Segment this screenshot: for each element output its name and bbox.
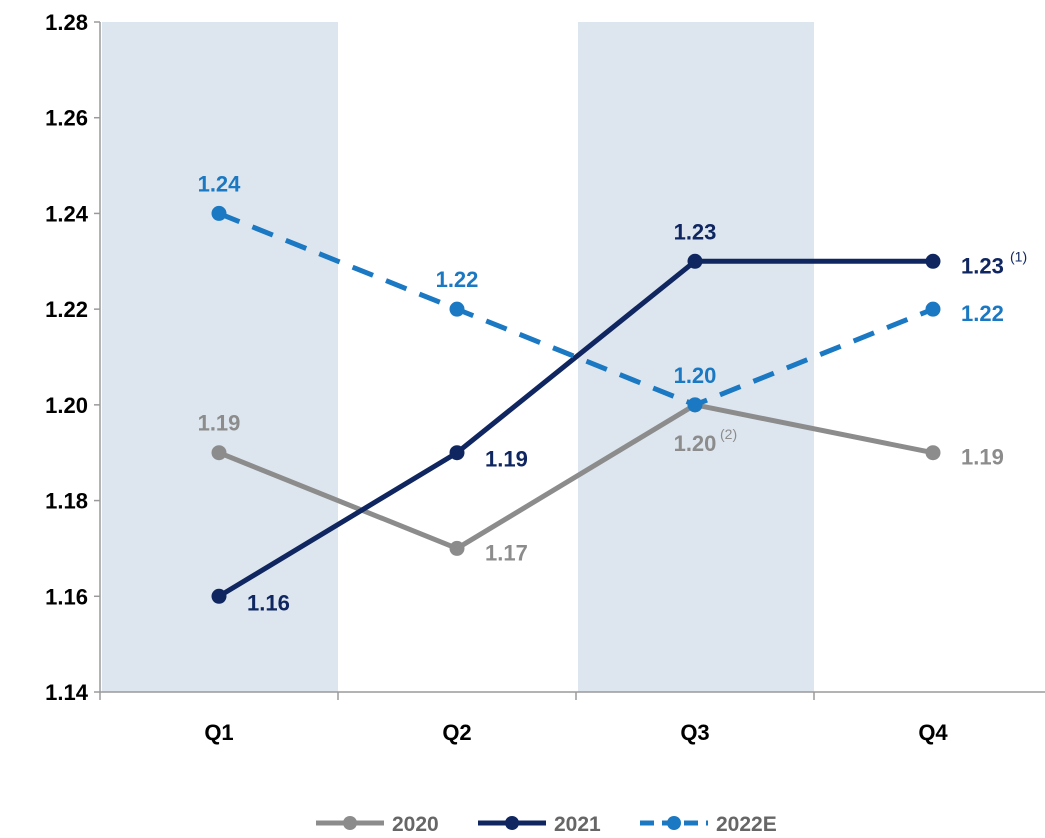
legend-swatch-marker xyxy=(505,816,519,830)
point-2021-q2 xyxy=(449,445,465,461)
legend-item-2020: 2020 xyxy=(316,813,439,836)
data-label-2021-q4: 1.23 xyxy=(961,253,1004,278)
x-tick-labels: Q1 Q2 Q3 Q4 xyxy=(204,720,948,745)
point-2020-q1 xyxy=(211,445,227,461)
series-line-2021 xyxy=(217,258,933,599)
shaded-bands xyxy=(102,22,814,692)
data-label-2020-q1: 1.19 xyxy=(198,411,241,436)
series-lines xyxy=(211,205,941,604)
series-2021 xyxy=(211,253,941,604)
band-q1 xyxy=(102,22,338,692)
y-tick-label: 1.18 xyxy=(45,489,88,514)
point-2022e-q2 xyxy=(449,301,465,317)
series-line-2020 xyxy=(218,402,934,551)
y-tick-label: 1.24 xyxy=(45,201,89,226)
data-label-2020-q4: 1.19 xyxy=(961,445,1004,470)
data-label-2021-q3: 1.23 xyxy=(674,219,717,244)
data-label-2021-q1: 1.16 xyxy=(247,590,290,615)
legend: 2020 2021 2022E xyxy=(316,813,777,836)
point-2020-q2 xyxy=(449,540,465,556)
legend-item-2021: 2021 xyxy=(478,813,601,836)
legend-swatch-marker xyxy=(667,816,681,830)
data-label-2021-q2: 1.19 xyxy=(485,447,528,472)
y-tick-labels: 1.14 1.16 1.18 1.20 1.22 1.24 1.26 1.28 xyxy=(45,10,89,705)
legend-label: 2021 xyxy=(554,813,601,836)
legend-swatch-marker xyxy=(343,816,357,830)
series-2022e xyxy=(211,205,941,413)
y-tick-label: 1.26 xyxy=(45,106,88,131)
point-2021-q1 xyxy=(211,588,227,604)
footnote-marker: (1) xyxy=(1010,248,1027,264)
x-tick-label-q2: Q2 xyxy=(442,720,471,745)
x-tick-label-q3: Q3 xyxy=(680,720,709,745)
legend-label: 2022E xyxy=(716,813,777,836)
point-2021-q3 xyxy=(687,253,703,269)
data-label-2022e-q2: 1.22 xyxy=(436,267,479,292)
x-tick-label-q1: Q1 xyxy=(204,720,233,745)
point-2022e-q4 xyxy=(925,301,941,317)
y-tick-label: 1.14 xyxy=(45,680,89,705)
y-tick-label: 1.28 xyxy=(45,10,88,35)
point-2022e-q3 xyxy=(687,397,703,413)
x-tick-label-q4: Q4 xyxy=(918,720,948,745)
data-label-2020-q3: 1.20 xyxy=(674,431,717,456)
data-label-2022e-q4: 1.22 xyxy=(961,301,1004,326)
data-labels: 1.191.171.20 (2)1.191.161.191.231.23 (1)1.… xyxy=(198,171,1028,615)
point-2020-q4 xyxy=(925,445,941,461)
point-2021-q4 xyxy=(925,253,941,269)
legend-label: 2020 xyxy=(392,813,439,836)
y-tick-label: 1.22 xyxy=(45,297,88,322)
y-tick-label: 1.20 xyxy=(45,393,88,418)
series-line-2022e xyxy=(218,211,934,408)
data-label-2022e-q3: 1.20 xyxy=(674,363,717,388)
y-tick-label: 1.16 xyxy=(45,584,88,609)
legend-item-2022e: 2022E xyxy=(640,813,777,836)
band-q3 xyxy=(578,22,814,692)
point-2022e-q1 xyxy=(211,205,227,221)
data-label-2020-q2: 1.17 xyxy=(485,540,528,565)
data-label-2022e-q1: 1.24 xyxy=(198,171,242,196)
footnote-marker: (2) xyxy=(720,426,737,442)
axes xyxy=(94,21,1045,700)
